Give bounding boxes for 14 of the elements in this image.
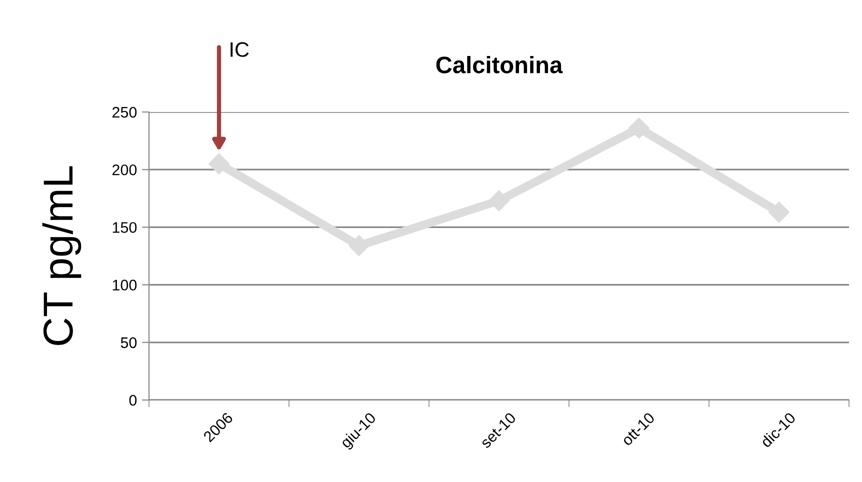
y-tick-label: 250 <box>112 106 137 118</box>
text: IC <box>230 42 249 57</box>
y-tick-label: 100 <box>112 280 137 290</box>
y-axis-title: CT pg/mL <box>42 166 82 345</box>
point <box>208 153 230 174</box>
y-tick-label: 0 <box>129 394 137 406</box>
point <box>768 202 790 223</box>
y-tick-label: 200 <box>112 164 137 176</box>
point <box>488 190 510 212</box>
y-tick-label: 150 <box>112 222 137 233</box>
point <box>628 118 650 139</box>
y-tick-label: 50 <box>120 337 137 348</box>
point <box>348 235 370 256</box>
chart-title: Calcitonina <box>436 56 563 74</box>
